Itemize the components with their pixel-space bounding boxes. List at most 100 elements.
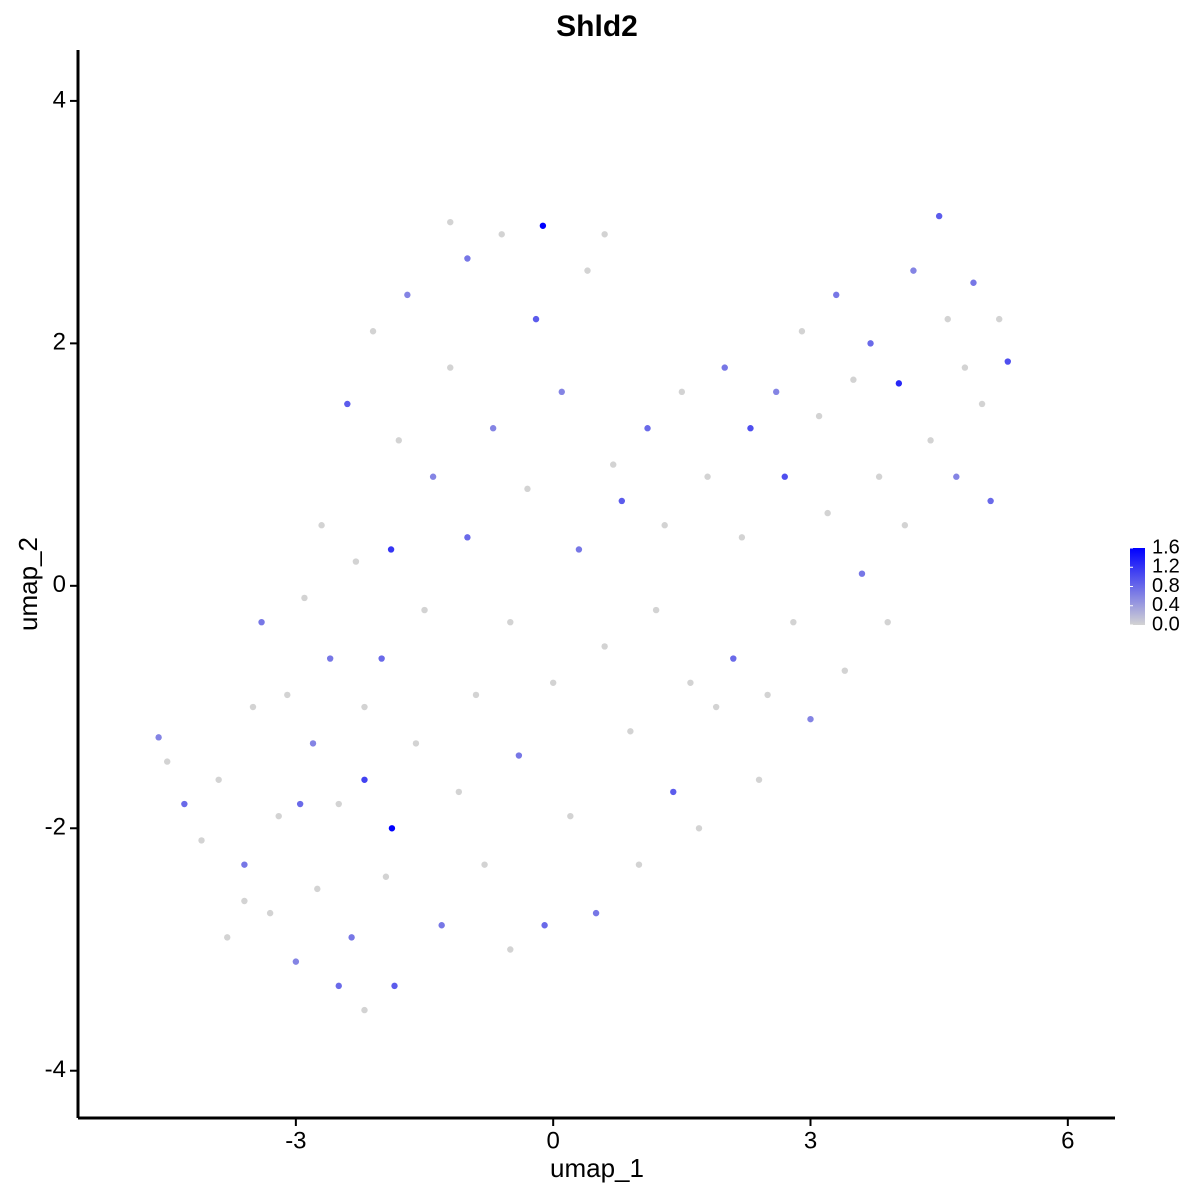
point <box>472 691 480 699</box>
point <box>944 315 951 323</box>
point <box>635 861 643 868</box>
point <box>807 715 814 723</box>
point <box>318 522 325 529</box>
point <box>575 546 583 553</box>
point <box>391 982 398 990</box>
point <box>584 267 591 274</box>
point <box>532 315 540 323</box>
point <box>275 812 282 820</box>
point <box>644 425 651 432</box>
point <box>850 376 857 383</box>
point <box>258 618 265 626</box>
point <box>515 752 523 759</box>
point <box>539 222 547 229</box>
point <box>421 606 428 614</box>
colorbar-tick-label: 0.8 <box>1152 575 1180 597</box>
point <box>704 473 711 480</box>
point <box>601 231 608 238</box>
point <box>558 388 565 396</box>
point <box>815 412 823 420</box>
point <box>721 364 728 371</box>
colorbar-tick-label: 0.4 <box>1152 594 1180 616</box>
point <box>567 812 574 820</box>
point <box>447 364 454 371</box>
point <box>507 946 514 953</box>
point <box>326 655 334 662</box>
colorbar-tick-label: 0.0 <box>1152 613 1180 635</box>
point <box>953 473 960 480</box>
y-tick-label: 0 <box>53 571 66 598</box>
point <box>464 255 471 262</box>
point <box>361 1006 368 1014</box>
point <box>388 825 396 832</box>
point <box>601 643 608 650</box>
point <box>387 546 395 553</box>
point <box>987 497 994 505</box>
point <box>798 328 806 335</box>
point <box>627 728 634 735</box>
point <box>481 861 488 868</box>
point <box>970 279 977 286</box>
point <box>164 758 171 765</box>
point <box>618 497 626 505</box>
point <box>455 788 463 796</box>
x-axis-label: umap_1 <box>550 1153 644 1183</box>
point <box>395 437 402 444</box>
point <box>198 837 205 844</box>
point <box>464 534 471 541</box>
point <box>352 558 360 565</box>
point <box>412 740 420 747</box>
point <box>524 485 531 493</box>
colorbar-tick-label: 1.6 <box>1152 536 1180 558</box>
point <box>961 364 969 371</box>
point <box>1004 358 1011 365</box>
point <box>978 400 986 408</box>
point <box>438 922 445 929</box>
point <box>348 934 355 941</box>
point <box>301 594 308 602</box>
point <box>181 800 188 808</box>
point <box>678 388 686 396</box>
point <box>344 400 351 408</box>
point <box>296 800 304 808</box>
point <box>335 800 342 808</box>
point <box>447 218 454 226</box>
point <box>489 425 497 432</box>
point <box>755 776 763 783</box>
x-tick-label: 3 <box>804 1127 817 1154</box>
point <box>549 679 557 686</box>
point <box>314 885 321 893</box>
point <box>790 618 797 626</box>
point <box>747 425 754 432</box>
x-tick-label: -3 <box>285 1127 306 1154</box>
x-tick-label: 6 <box>1061 1127 1074 1154</box>
point <box>730 655 737 662</box>
point <box>309 740 317 747</box>
point <box>764 691 771 699</box>
point <box>927 437 934 444</box>
point <box>498 231 505 238</box>
point <box>652 606 660 614</box>
chart-title: Shld2 <box>556 10 638 43</box>
point <box>833 291 840 299</box>
point <box>429 473 437 480</box>
point <box>661 522 668 529</box>
point <box>224 934 231 941</box>
point <box>996 315 1003 323</box>
point <box>884 618 891 626</box>
point <box>404 291 411 299</box>
point <box>592 909 600 917</box>
point <box>361 776 368 783</box>
point <box>712 703 720 711</box>
point <box>249 703 257 711</box>
point <box>507 618 514 626</box>
colorbar-tick-label: 1.2 <box>1152 556 1180 578</box>
point <box>772 388 780 396</box>
point <box>382 873 390 880</box>
point <box>266 909 274 917</box>
point <box>215 776 222 783</box>
point <box>935 212 943 220</box>
point <box>841 667 849 674</box>
point <box>670 788 677 796</box>
